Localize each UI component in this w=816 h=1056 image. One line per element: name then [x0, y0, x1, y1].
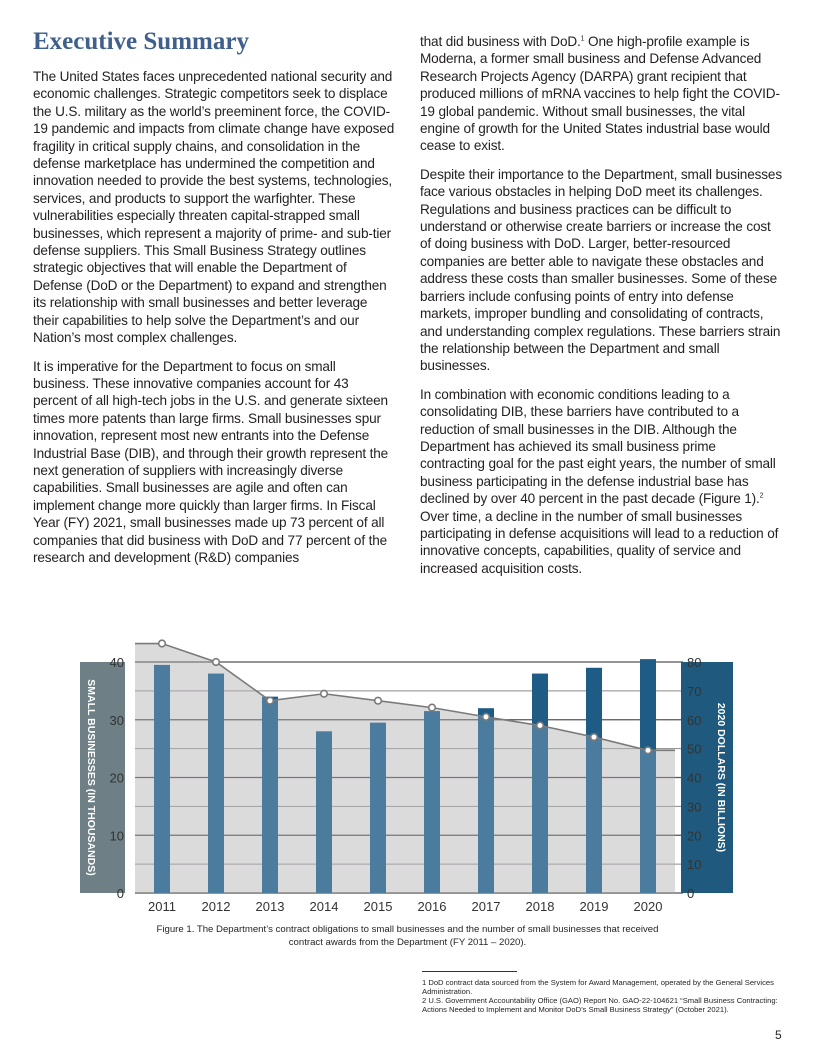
left-column: The United States faces unprecedented na… [33, 68, 395, 577]
x-tick-label: 2017 [472, 899, 501, 914]
x-tick-label: 2013 [256, 899, 285, 914]
line-point-2015 [373, 696, 383, 705]
right-axis-label-box [681, 662, 733, 893]
y2-tick-label: 0 [687, 886, 694, 901]
x-tick-label: 2014 [310, 899, 339, 914]
page-number: 5 [775, 1028, 782, 1042]
x-tick-label: 2020 [634, 899, 663, 914]
y-tick-label: 40 [110, 655, 124, 670]
figure-1-chart: SMALL BUSINESSES (IN THOUSANDS) 2020 DOLL… [80, 639, 733, 914]
line-point-2012 [211, 657, 221, 667]
left-axis-title: SMALL BUSINESSES (IN THOUSANDS) [85, 679, 97, 875]
y2-tick-label: 30 [687, 799, 701, 814]
text: In combination with economic conditions … [420, 386, 776, 507]
line-point-2013 [265, 696, 275, 705]
y2-tick-label: 40 [687, 771, 701, 786]
y2-tick-label: 20 [687, 828, 701, 843]
line-point-2017 [481, 712, 491, 721]
y2-tick-label: 60 [687, 713, 701, 728]
x-tick-label: 2015 [364, 899, 393, 914]
line-point-2014 [319, 689, 329, 698]
y2-tick-label: 70 [687, 684, 701, 699]
bar-2012 [208, 673, 224, 893]
y2-tick-label: 10 [687, 857, 701, 872]
series-line [135, 642, 675, 752]
line-point-2016 [427, 703, 437, 712]
y-tick-label: 20 [110, 771, 124, 786]
line-point-2011 [157, 639, 167, 648]
footnote: 2 U.S. Government Accountability Office … [422, 996, 778, 1014]
y2-tick-label: 50 [687, 742, 701, 757]
area-overlay [135, 643, 675, 893]
left-axis-label-box [80, 662, 125, 893]
x-tick-label: 2019 [580, 899, 609, 914]
footnote: 1 DoD contract data sourced from the Sys… [422, 978, 774, 996]
x-tick-label: 2016 [418, 899, 447, 914]
text: that did business with DoD. [420, 34, 581, 49]
bar-2011 [154, 664, 170, 893]
bar-2014 [316, 731, 332, 893]
paragraph: In combination with economic conditions … [420, 386, 782, 577]
x-tick-label: 2018 [526, 899, 555, 914]
footnotes: 1 DoD contract data sourced from the Sys… [422, 978, 782, 1014]
bar-2019 [586, 667, 602, 893]
figure-caption: Figure 1. The Department’s contract obli… [156, 924, 659, 948]
paragraph: The United States faces unprecedented na… [33, 69, 395, 346]
y-tick-label: 30 [110, 713, 124, 728]
text: One high-profile example is Moderna, a f… [420, 34, 780, 154]
y-tick-label: 0 [117, 886, 124, 901]
x-tick-label: 2011 [148, 899, 176, 914]
footnote-divider [422, 971, 517, 972]
footnote-ref: 2 [759, 492, 764, 500]
bar-2015 [370, 722, 386, 893]
line-point-2018 [535, 721, 545, 730]
bar-2018 [532, 673, 548, 893]
page-title: Executive Summary [33, 28, 249, 55]
paragraph: Despite their importance to the Departme… [420, 166, 782, 374]
paragraph: It is imperative for the Department to f… [33, 358, 389, 565]
y2-tick-label: 80 [687, 655, 701, 670]
bar-2020 [640, 659, 656, 893]
line-point-2020 [643, 746, 653, 755]
y-tick-label: 10 [110, 828, 124, 843]
bar-2016 [424, 711, 440, 893]
right-column: that did business with DoD.1 One high-pr… [420, 33, 782, 588]
line-point-2019 [589, 732, 599, 742]
bar-2013 [262, 696, 278, 893]
x-tick-label: 2012 [202, 899, 231, 914]
text: Over time, a decline in the number of sm… [420, 508, 779, 576]
footnote-ref: 1 [580, 35, 585, 43]
right-axis-title: 2020 DOLLARS (IN BILLIONS) [715, 703, 727, 852]
bar-2017 [478, 708, 494, 893]
paragraph: that did business with DoD.1 One high-pr… [420, 33, 782, 155]
